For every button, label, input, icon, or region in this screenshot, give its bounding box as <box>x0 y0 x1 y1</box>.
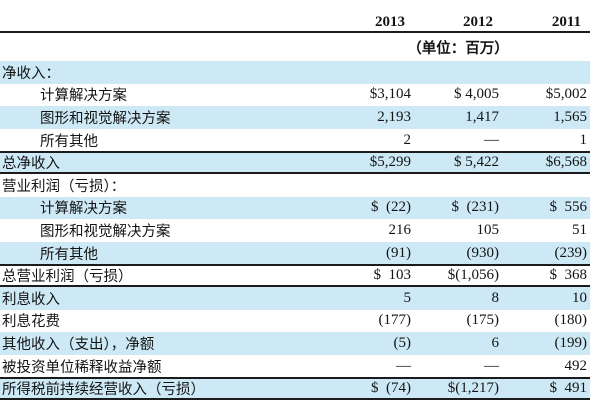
table-row-total-operating-income: 总营业利润（亏损） $ 103 $(1,056) $ 368 <box>0 264 590 287</box>
year-header-2013: 2013 <box>375 14 405 30</box>
table-row-other-income-expense-net: 其他收入（支出），净额 (5) 6 (199) <box>0 332 590 355</box>
cell-2013: $5,299 <box>369 154 411 171</box>
cell-2013: 5 <box>403 289 412 306</box>
cell-2013: $ (22) <box>371 199 411 216</box>
cell-2013: $3,104 <box>369 86 411 103</box>
cell-2011: (199) <box>554 334 588 351</box>
cell-2012: $(1,217) <box>447 380 499 397</box>
row-label: 利息花费 <box>2 314 60 331</box>
cell-2011: $ 368 <box>549 267 588 284</box>
table-row-graphics-visual-solutions-operating: 图形和视觉解决方案 216 105 51 <box>0 219 590 242</box>
cell-2012: $(1,056) <box>447 267 499 284</box>
row-label: 净收入： <box>2 65 60 82</box>
cell-2012: $ (231) <box>451 199 500 216</box>
table-row-all-other-operating: 所有其他 (91) (930) (239) <box>0 241 590 265</box>
cell-2011: $5,002 <box>545 86 587 103</box>
cell-2011: 1,565 <box>553 108 587 125</box>
row-label: 其他收入（支出），净额 <box>2 336 155 353</box>
cell-2011: 10 <box>572 289 587 306</box>
cell-2011: (180) <box>554 312 588 329</box>
cell-2012: — <box>484 357 499 374</box>
cell-2012: $ 4,005 <box>454 86 499 103</box>
cell-2011: (239) <box>554 244 588 261</box>
year-header-row: 2013 2012 2011 <box>0 7 590 33</box>
cell-2012: 105 <box>476 221 500 238</box>
cell-2013: $ (74) <box>371 380 411 397</box>
row-label: 图形和视觉解决方案 <box>40 223 171 240</box>
year-header-2011: 2011 <box>551 14 581 30</box>
table-row-interest-expense: 利息花费 (177) (175) (180) <box>0 310 590 333</box>
cell-2012: — <box>484 131 499 148</box>
table-row-operating-income-section: 营业利润（亏损）： <box>0 174 590 197</box>
cell-2012: (175) <box>466 312 500 329</box>
cell-2013: 2 <box>403 131 412 148</box>
cell-2013: 2,193 <box>377 108 411 125</box>
row-label: 所有其他 <box>40 133 98 150</box>
table-row-pretax-continuing-operations-income: 所得税前持续经营收入（亏损） $ (74) $(1,217) $ 491 <box>0 377 590 400</box>
unit-note-row: （单位：百万） <box>0 33 590 61</box>
table-row-graphics-visual-solutions: 图形和视觉解决方案 2,193 1,417 1,565 <box>0 106 590 129</box>
table-body: 净收入： 计算解决方案 $3,104 $ 4,005 $5,002 图形和视觉解… <box>0 61 590 400</box>
cell-2013: (5) <box>393 334 412 351</box>
cell-2013: $ 103 <box>373 267 412 284</box>
cell-2011: $6,568 <box>545 154 587 171</box>
financial-statement-table: 2013 2012 2011 （单位：百万） 净收入： 计算解决方案 $3,10… <box>0 7 590 400</box>
cell-2012: 8 <box>491 289 500 306</box>
cell-2013: 216 <box>388 221 412 238</box>
table-row-all-other: 所有其他 2 — 1 <box>0 129 590 152</box>
cell-2013: — <box>396 357 411 374</box>
table-row-total-net-revenue: 总净收入 $5,299 $ 5,422 $6,568 <box>0 151 590 174</box>
cell-2013: (91) <box>386 244 411 261</box>
cell-2011: $ 491 <box>549 380 588 397</box>
cell-2012: $ 5,422 <box>454 154 499 171</box>
row-label: 所有其他 <box>40 246 98 263</box>
row-label: 计算解决方案 <box>40 88 127 105</box>
cell-2013: (177) <box>378 312 412 329</box>
table-row-computing-solutions: 计算解决方案 $3,104 $ 4,005 $5,002 <box>0 84 590 107</box>
cell-2012: (930) <box>466 244 500 261</box>
table-row-interest-income: 利息收入 5 8 10 <box>0 286 590 310</box>
cell-2011: $ 556 <box>549 199 588 216</box>
row-label: 总营业利润（亏损） <box>2 269 133 286</box>
row-label: 利息收入 <box>2 291 60 308</box>
cell-2012: 6 <box>491 334 500 351</box>
row-label: 被投资单位稀释收益净额 <box>2 359 162 376</box>
table-row-investee-diluted-net-gain: 被投资单位稀释收益净额 — — 492 <box>0 355 590 378</box>
year-header-2012: 2012 <box>463 14 493 30</box>
row-label: 营业利润（亏损）： <box>2 178 126 195</box>
table-row-computing-solutions-operating: 计算解决方案 $ (22) $ (231) $ 556 <box>0 196 590 220</box>
cell-2012: 1,417 <box>465 108 499 125</box>
cell-2011: 1 <box>579 131 588 148</box>
table-row-net-revenue-section: 净收入： <box>0 61 590 84</box>
cell-2011: 492 <box>564 357 588 374</box>
row-label: 所得税前持续经营收入（亏损） <box>2 382 205 399</box>
unit-note: （单位：百万） <box>407 40 509 57</box>
row-label: 总净收入 <box>2 156 60 173</box>
row-label: 图形和视觉解决方案 <box>40 110 171 127</box>
row-label: 计算解决方案 <box>40 201 127 218</box>
cell-2011: 51 <box>572 221 587 238</box>
